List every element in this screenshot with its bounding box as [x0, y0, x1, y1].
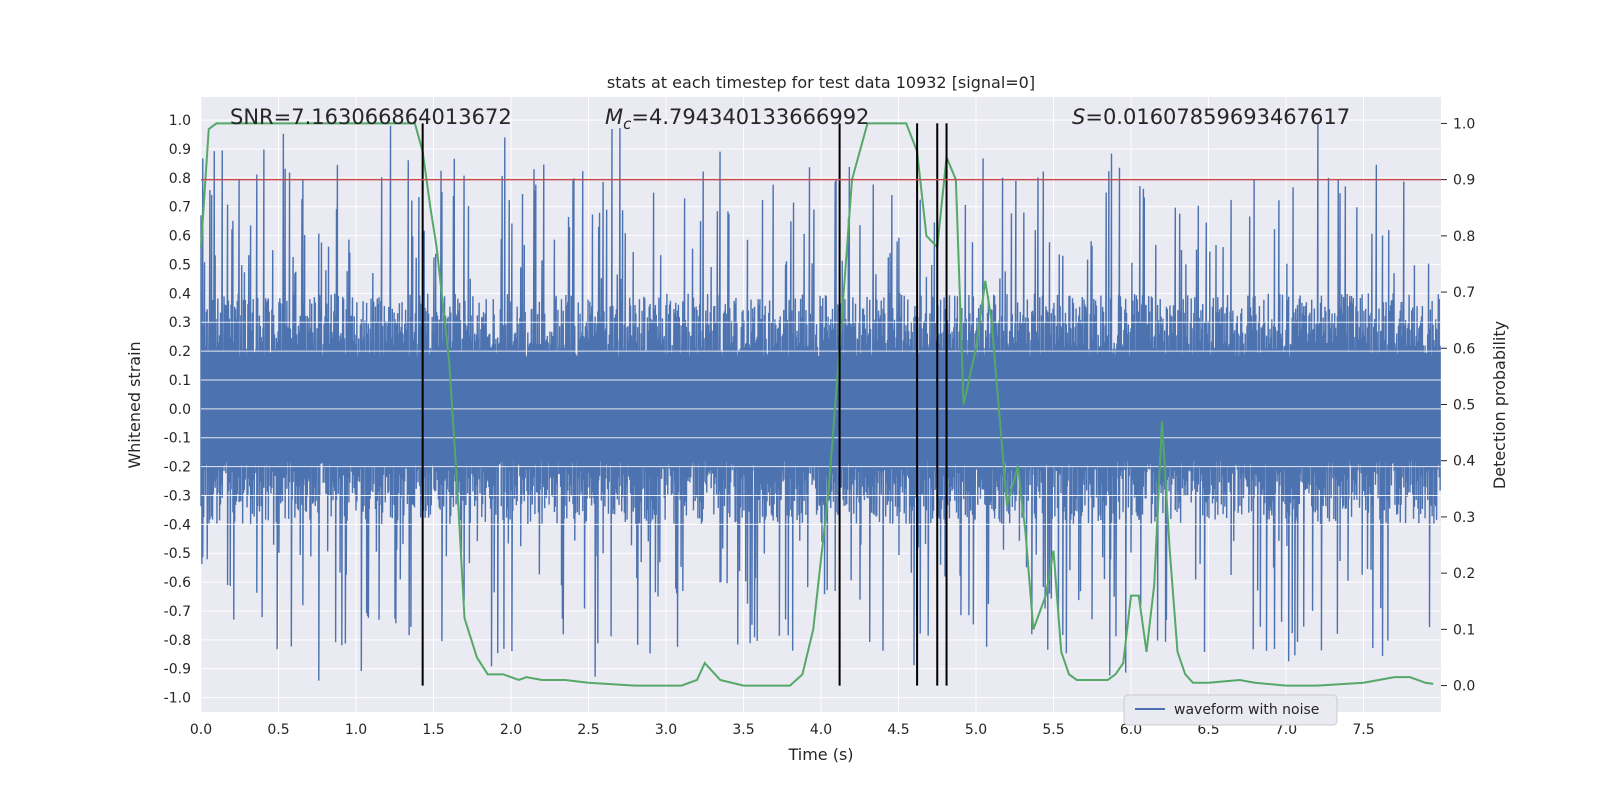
y-tick-label: 0.8	[169, 171, 191, 187]
y-tick-label: 0.9	[169, 142, 191, 158]
y-axis-label: Whitened strain	[125, 341, 144, 468]
y-tick-label: 0.6	[169, 229, 191, 245]
y-tick-label: -1.0	[164, 691, 191, 707]
y-right-tick-label: 0.8	[1453, 229, 1475, 245]
y-right-tick-label: 0.2	[1453, 566, 1475, 582]
vertical-markers	[421, 123, 948, 686]
y-right-tick-label: 0.4	[1453, 454, 1475, 470]
y-right-tick-label: 0.0	[1453, 679, 1475, 695]
x-tick-label: 6.5	[1197, 722, 1219, 738]
y-axis-label-right: Detection probability	[1490, 321, 1509, 489]
y-tick-label: 0.1	[169, 373, 191, 389]
x-tick-label: 4.0	[810, 722, 832, 738]
y-right-tick-label: 0.6	[1453, 341, 1475, 357]
y-tick-label: 0.5	[169, 257, 191, 273]
x-tick-label: 1.5	[422, 722, 444, 738]
probability-series	[200, 122, 1434, 687]
mc-value: =4.794340133666992	[631, 105, 869, 129]
x-tick-label: 1.0	[345, 722, 367, 738]
y-tick-label: 1.0	[169, 113, 191, 129]
chart-title: stats at each timestep for test data 109…	[607, 73, 1035, 92]
legend-box	[1123, 694, 1338, 726]
mc-symbol: M	[605, 105, 623, 129]
y-tick-label: 0.7	[169, 200, 191, 216]
y-tick-label: 0.3	[169, 315, 191, 331]
s-value: =0.01607859693467617	[1085, 105, 1350, 129]
s-symbol: S	[1072, 105, 1085, 129]
y-right-tick-label: 0.7	[1453, 285, 1475, 301]
legend-label: waveform with noise	[1174, 702, 1319, 718]
y-tick-label: -0.2	[164, 460, 191, 476]
x-tick-label: 5.5	[1042, 722, 1064, 738]
x-tick-label: 4.5	[887, 722, 909, 738]
x-tick-label: 2.5	[577, 722, 599, 738]
legend: waveform with noise	[1123, 694, 1338, 726]
mc-subscript: c	[623, 115, 632, 133]
y-tick-label: -0.6	[164, 575, 191, 591]
y-tick-label: 0.0	[169, 402, 191, 418]
x-tick-label: 0.5	[267, 722, 289, 738]
x-axis-label: Time (s)	[787, 745, 853, 764]
y-tick-label: -0.7	[164, 604, 191, 620]
probability-line	[200, 122, 1434, 687]
snr-annotation: SNR=7.163066864013672	[230, 105, 512, 129]
x-tick-label: 0.0	[190, 722, 212, 738]
x-tick-label: 3.0	[655, 722, 677, 738]
x-tick-label: 3.5	[732, 722, 754, 738]
y-tick-label: -0.8	[164, 633, 191, 649]
x-tick-label: 7.5	[1352, 722, 1374, 738]
x-tick-label: 5.0	[965, 722, 987, 738]
y-tick-label: -0.5	[164, 546, 191, 562]
mc-annotation: Mc=4.794340133666992	[605, 105, 869, 133]
axis-ticks: 0.0 0.5 1.0 1.5 2.0 2.5 3.0 3.5 4.0 4.5 5.0 5.5 6.0 6…	[164, 113, 1476, 738]
waveform-series	[200, 122, 1441, 681]
y-right-tick-label: 0.9	[1453, 173, 1475, 189]
y-tick-label: 0.4	[169, 286, 191, 302]
waveform-line	[200, 122, 1441, 681]
y-tick-label: -0.4	[164, 517, 191, 533]
x-tick-label: 2.0	[500, 722, 522, 738]
y-right-tick-label: 0.1	[1453, 622, 1475, 638]
y-tick-label: -0.9	[164, 662, 191, 678]
y-right-tick-label: 0.3	[1453, 510, 1475, 526]
y-tick-label: -0.3	[164, 488, 191, 504]
y-tick-label: -0.1	[164, 431, 191, 447]
y-tick-label: 0.2	[169, 344, 191, 360]
y-right-tick-label: 0.5	[1453, 398, 1475, 414]
x-tick-label: 6.0	[1120, 722, 1142, 738]
y-right-tick-label: 1.0	[1453, 116, 1475, 132]
s-annotation: S=0.01607859693467617	[1072, 105, 1350, 129]
x-tick-label: 7.0	[1275, 722, 1297, 738]
